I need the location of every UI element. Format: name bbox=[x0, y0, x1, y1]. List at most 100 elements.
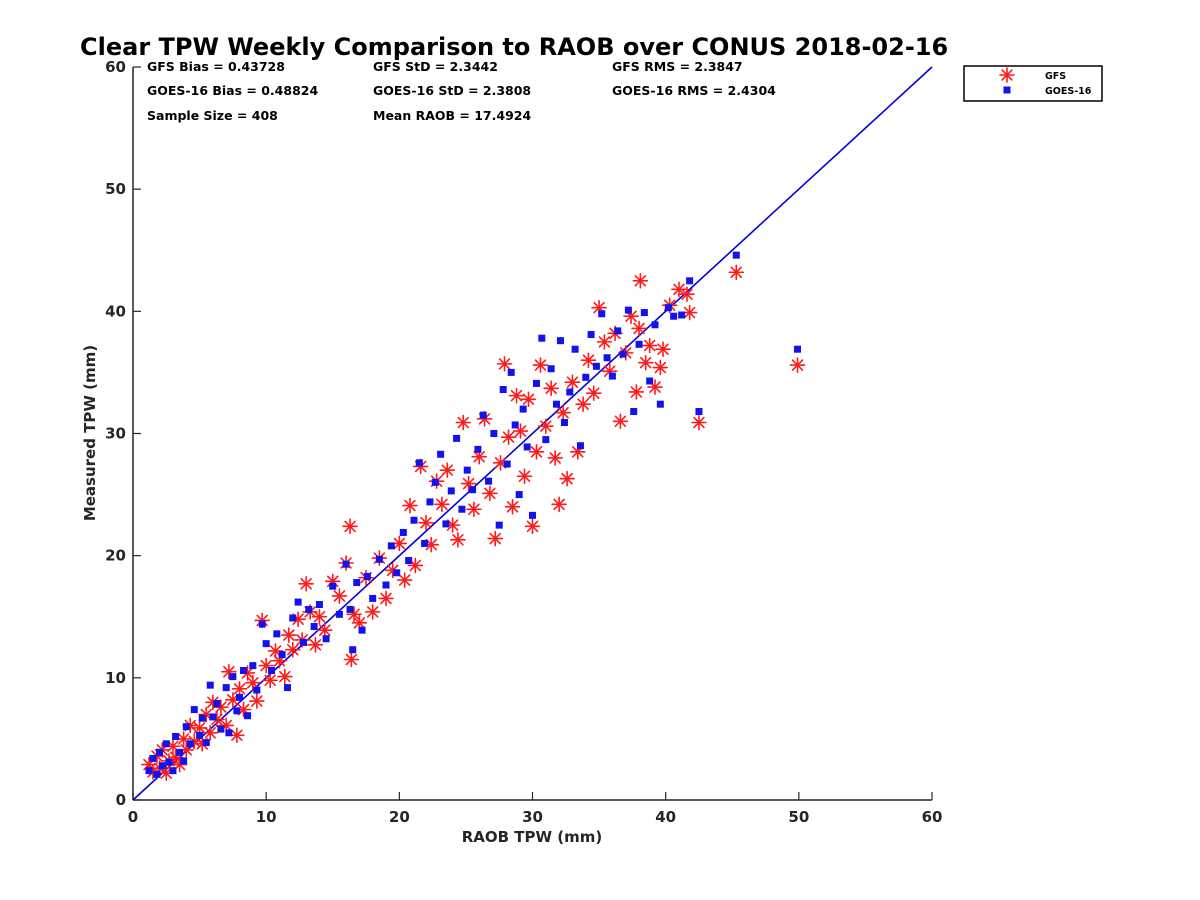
x-axis-label: RAOB TPW (mm) bbox=[462, 828, 603, 846]
gfs-point bbox=[258, 657, 274, 674]
goes-16-point bbox=[156, 748, 164, 756]
goes-16-point bbox=[172, 732, 180, 740]
goes-16-point bbox=[651, 321, 659, 329]
y-tick-label: 50 bbox=[105, 180, 126, 198]
gfs-series bbox=[141, 264, 806, 781]
goes-16-point bbox=[273, 630, 281, 638]
gfs-point bbox=[202, 725, 219, 741]
goes-16-point bbox=[794, 345, 802, 353]
goes-16-point bbox=[485, 477, 493, 485]
goes-16-point bbox=[598, 310, 606, 318]
legend-box bbox=[963, 65, 1103, 102]
goes-16-point bbox=[363, 572, 371, 580]
goes-16-point bbox=[236, 693, 244, 701]
legend-gfs-label: GFS bbox=[1045, 71, 1066, 82]
goes-16-point bbox=[399, 528, 407, 536]
legend-gfs-marker bbox=[999, 67, 1015, 83]
gfs-point bbox=[585, 385, 602, 401]
goes-16-point bbox=[240, 667, 248, 675]
goes-16-point bbox=[196, 731, 204, 739]
goes-16-point bbox=[603, 354, 611, 362]
x-tick-label: 20 bbox=[389, 808, 410, 826]
goes-16-point bbox=[198, 714, 206, 722]
goes-16-point bbox=[640, 309, 648, 317]
gfs-point bbox=[418, 514, 434, 531]
goes-16-point bbox=[209, 713, 217, 721]
gfs-point bbox=[532, 357, 549, 373]
goes-16-point bbox=[630, 408, 638, 416]
gfs-point bbox=[331, 588, 348, 604]
gfs-point bbox=[482, 485, 498, 502]
goes-16-point bbox=[529, 511, 536, 519]
gfs-point bbox=[596, 334, 613, 350]
goes-16-point bbox=[349, 646, 357, 654]
gfs-point bbox=[496, 356, 513, 372]
goes-16-point bbox=[382, 581, 390, 589]
goes-16-point bbox=[499, 386, 507, 394]
goes-16-point bbox=[278, 651, 286, 659]
goes-16-point bbox=[442, 520, 450, 528]
gfs-point bbox=[500, 429, 517, 445]
goes-rms-stat: GOES-16 RMS = 2.4304 bbox=[612, 83, 776, 98]
gfs-point bbox=[580, 352, 597, 369]
y-tick-label: 10 bbox=[105, 669, 126, 687]
goes-16-point bbox=[624, 306, 632, 314]
goes-16-point bbox=[664, 304, 672, 312]
goes-16-point bbox=[469, 486, 477, 494]
goes-16-point bbox=[635, 340, 643, 348]
x-tick-label: 60 bbox=[922, 808, 943, 826]
gfs-point bbox=[612, 413, 629, 430]
goes-16-point bbox=[453, 434, 461, 442]
goes-16-point bbox=[421, 539, 429, 547]
goes-16-point bbox=[353, 579, 361, 587]
goes-16-point bbox=[315, 601, 323, 609]
gfs-point bbox=[307, 637, 324, 653]
goes-16-point bbox=[608, 372, 616, 380]
gfs-point bbox=[450, 531, 466, 548]
goes-16-point bbox=[670, 312, 678, 320]
gfs-point bbox=[559, 470, 575, 487]
gfs-point bbox=[343, 651, 360, 668]
goes-16-point bbox=[289, 614, 297, 622]
gfs-point bbox=[455, 414, 472, 431]
goes-16-point bbox=[182, 723, 190, 731]
goes-16-point bbox=[158, 762, 166, 770]
goes-16-point bbox=[686, 277, 694, 285]
legend-goes-16-marker bbox=[1003, 86, 1011, 94]
legend: GFS GOES-16 bbox=[963, 65, 1103, 102]
y-tick-label: 20 bbox=[105, 547, 126, 565]
gfs-point bbox=[271, 652, 288, 669]
gfs-point bbox=[298, 575, 314, 592]
gfs-point bbox=[281, 627, 297, 643]
stats-block: GFS Bias = 0.43728 GOES-16 Bias = 0.4882… bbox=[147, 59, 776, 123]
goes-16-point bbox=[410, 516, 418, 524]
goes-16-point bbox=[299, 638, 307, 646]
gfs-point bbox=[564, 374, 581, 390]
goes-16-point bbox=[145, 767, 153, 775]
one-to-one-line bbox=[132, 66, 933, 801]
goes-16-point bbox=[229, 673, 237, 681]
goes-16-point bbox=[511, 421, 519, 429]
goes-16-point bbox=[560, 419, 568, 427]
gfs-point bbox=[631, 320, 647, 337]
goes-16-point bbox=[213, 699, 221, 707]
goes-16-point bbox=[206, 681, 214, 689]
goes-16-point bbox=[244, 712, 252, 720]
goes-16-point bbox=[176, 748, 184, 756]
x-tick-label: 10 bbox=[256, 808, 277, 826]
goes-16-point bbox=[375, 555, 383, 563]
goes-16-point bbox=[515, 491, 523, 499]
gfs-point bbox=[679, 286, 695, 303]
sample-size-stat: Sample Size = 408 bbox=[147, 108, 278, 123]
goes-16-point bbox=[190, 706, 198, 714]
goes-16-point bbox=[519, 405, 527, 413]
goes-16-point bbox=[695, 408, 703, 416]
goes-16-point bbox=[582, 373, 590, 381]
mean-raob-stat: Mean RAOB = 17.4924 bbox=[373, 108, 531, 123]
goes-16-point bbox=[405, 557, 413, 565]
gfs-point bbox=[555, 404, 571, 421]
goes-16-point bbox=[503, 460, 511, 468]
chart-title: Clear TPW Weekly Comparison to RAOB over… bbox=[80, 33, 948, 61]
axes: 0 10 20 30 40 50 60 0 10 20 30 40 50 60 bbox=[105, 58, 942, 826]
